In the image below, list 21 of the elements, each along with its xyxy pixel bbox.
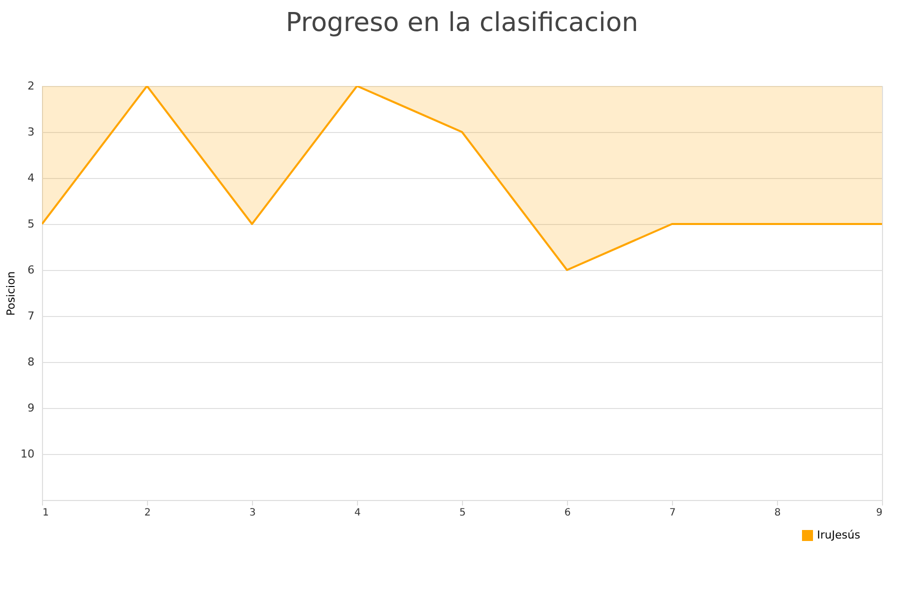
y-tick-label: 2 [28,80,34,92]
x-tick-label: 2 [144,508,151,518]
chart-title: Progreso en la clasificacion [286,8,638,38]
y-tick-label: 7 [28,310,34,322]
legend-label: IruJesús [817,528,860,542]
y-tick-label: 8 [28,356,34,368]
x-tick-label: 9 [876,508,882,518]
y-axis-title: Posicion [4,271,18,316]
y-tick-label: 3 [28,126,34,138]
x-tick-label: 8 [774,508,781,518]
y-tick-label: 4 [28,172,34,184]
x-tick-label: 4 [354,508,361,518]
y-tick-label: 5 [28,218,34,230]
x-tick-label: 7 [669,508,676,518]
x-tick-label: 3 [249,508,256,518]
x-tick-label: 5 [459,508,466,518]
x-tick-label: 1 [42,508,49,518]
y-tick-label: 6 [28,264,34,276]
x-tick-label: 6 [564,508,571,518]
y-tick-label: 10 [20,448,34,460]
y-tick-label: 9 [28,402,34,414]
